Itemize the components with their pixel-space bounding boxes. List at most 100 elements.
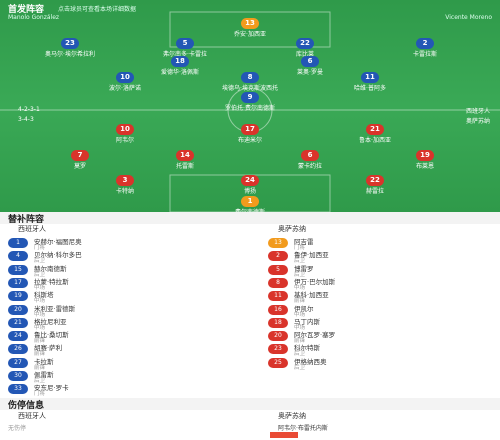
formation: 4-2-3-1 [18, 106, 40, 113]
sub-position: 门将 [34, 245, 46, 251]
player: 3 卡特纳 [90, 175, 160, 195]
player-number: 5 [176, 38, 194, 49]
sub-position: 后卫 [294, 271, 306, 278]
player-name: 奥马尔·埃尔希拉利 [45, 51, 95, 58]
sub-position: 后卫 [34, 258, 46, 265]
sub-number: 2 [268, 251, 288, 262]
player-number: 13 [241, 18, 259, 29]
player-number: 21 [366, 124, 384, 135]
player: 6 莱奥·罗曼 [275, 56, 345, 76]
player: 22 库比莱 [270, 38, 340, 58]
sub-name: 安东尼·罗卡 [34, 384, 69, 393]
sub-number: 30 [8, 371, 28, 381]
player-name: 弗尔南多·卡雷拉 [163, 51, 207, 58]
sub-row: 30 佩雷斯 后卫 [0, 369, 240, 384]
sub-position: 后卫 [294, 351, 306, 358]
player: 6 蒙卡约拉 [275, 150, 345, 170]
sub-name: 米利亚·雷德斯 [34, 304, 76, 313]
coach: Vicente Moreno [445, 14, 492, 21]
player: 22 赫雷拉 [340, 175, 410, 195]
sub-number: 27 [8, 357, 28, 368]
player: 23 奥马尔·埃尔希拉利 [35, 38, 105, 58]
player-name: 哈维·普阿多 [354, 85, 386, 92]
sub-row: 4 贝尔纳·科尔多巴 后卫 [0, 249, 240, 265]
sub-number: 20 [268, 331, 288, 342]
sub-name: 佩雷斯 [34, 371, 54, 379]
team-name: 奥萨苏纳 [465, 118, 490, 125]
player-name: 托雷斯 [175, 163, 194, 170]
sub-name: 科斯塔 [34, 291, 54, 300]
sub-number: 18 [268, 317, 288, 328]
sub-row: 20 阿尔瓦罗·塞罗 前锋 [260, 329, 500, 345]
sub-name: 贝尔纳·科尔多巴 [34, 251, 82, 260]
sub-row: 19 科斯塔 中场 [0, 289, 240, 305]
player: 11 哈维·普阿多 [335, 72, 405, 92]
player-number: 1 [241, 196, 259, 207]
player-name: 波尔·洛萨诺 [109, 85, 141, 92]
sub-row: 11 基科·加西亚 前锋 [260, 289, 500, 304]
subtitle: 点击球员可查看本场详细数据 [58, 6, 137, 13]
section-title: 替补阵容 [0, 212, 500, 225]
player: 9 罗伯托·费尔南德斯 [215, 92, 285, 112]
sub-row: 26 胡赛·萨利 前锋 [0, 342, 240, 358]
player-name: 爱德华·洛佩斯 [161, 69, 199, 76]
sub-row: 2 鲁伊·加西亚 后卫 [260, 249, 500, 265]
player: 10 波尔·洛萨诺 [90, 72, 160, 92]
sub-name: 阿吉雷 [294, 238, 314, 246]
sub-position: 后卫 [294, 258, 306, 265]
sub-row: 1 安赫尔·福图尼奥 门将 [0, 236, 240, 251]
sub-name: 科尔特斯 [294, 344, 320, 353]
player: 13 乔安·加西亚 [215, 18, 285, 38]
sub-number: 1 [8, 238, 28, 248]
player-name: 埃德乌·埃克斯波西托 [222, 85, 278, 92]
player-number: 9 [241, 92, 259, 103]
sub-position: 门将 [294, 245, 306, 251]
sub-position: 前锋 [34, 351, 46, 358]
sub-name: 鲁伊·加西亚 [294, 251, 329, 260]
sub-number: 19 [8, 291, 28, 302]
sub-number: 26 [8, 344, 28, 355]
sub-number: 4 [8, 251, 28, 262]
team-name: 西班牙人 [18, 412, 46, 420]
player-name: 赫雷拉 [365, 188, 384, 195]
player-number: 17 [241, 124, 259, 135]
sub-position: 前锋 [34, 338, 46, 345]
injury-player: 阿韦尔·布雷托内斯 [278, 425, 328, 432]
sub-row: 27 卡拉斯 前锋 [0, 356, 240, 371]
player: 24 博扬 [215, 175, 285, 195]
sub-name: 拉蒙·特拉斯 [34, 277, 69, 286]
sub-position: 前锋 [294, 338, 306, 345]
player-number: 18 [171, 56, 189, 67]
sub-name: 基科·加西亚 [294, 291, 329, 300]
player-name: 卡特纳 [115, 188, 134, 195]
player-name: 费尔南德斯 [215, 207, 285, 212]
sub-name: 伊凯尔 [294, 304, 314, 313]
sub-number: 15 [8, 264, 28, 275]
sub-position: 中场 [34, 298, 46, 305]
player: 18 爱德华·洛佩斯 [145, 56, 215, 76]
formation: 3-4-3 [18, 116, 34, 123]
player-number: 10 [116, 124, 134, 135]
player-number: 11 [361, 72, 379, 83]
player-name: 布莱恩 [415, 163, 434, 170]
sub-position: 中场 [294, 324, 306, 331]
sub-number: 5 [268, 264, 288, 275]
player-name: 库比莱 [295, 51, 314, 58]
sub-position: 前锋 [34, 364, 46, 371]
sub-number: 8 [268, 277, 288, 288]
player-name: 蒙卡约拉 [297, 163, 322, 170]
player-number: 24 [241, 175, 259, 186]
sub-row: 15 赫尔南德斯 后卫 [0, 263, 240, 278]
sub-number: 33 [8, 384, 28, 395]
injury-note: 无伤停 [8, 425, 27, 432]
sub-row: 18 马丁内斯 中场 [260, 316, 500, 331]
sub-position: 中场 [294, 311, 306, 318]
sub-row: 17 拉蒙·特拉斯 中场 [0, 276, 240, 291]
sub-name: 格拉尼利亚 [34, 317, 67, 326]
player-number: 8 [241, 72, 259, 83]
sub-position: 后卫 [34, 378, 46, 384]
sub-row: 8 伊万·巴尔加斯 中场 [260, 276, 500, 291]
sub-number: 24 [8, 331, 28, 342]
player: 8 埃德乌·埃克斯波西托 [215, 72, 285, 92]
